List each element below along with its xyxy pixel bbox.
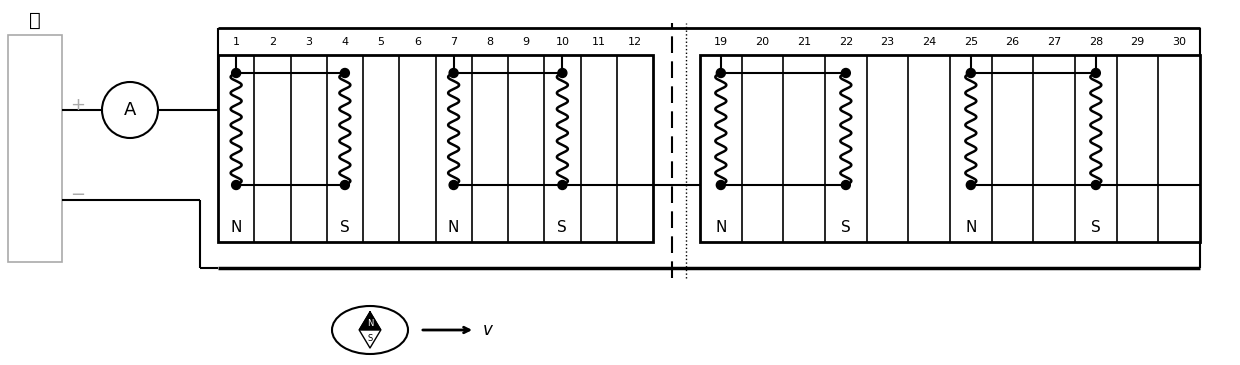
Text: A: A: [124, 101, 136, 119]
Circle shape: [1091, 69, 1100, 77]
Text: 8: 8: [486, 37, 494, 47]
Text: 27: 27: [1047, 37, 1061, 47]
Text: 12: 12: [627, 37, 642, 47]
Text: 6: 6: [414, 37, 420, 47]
Text: S: S: [367, 334, 373, 343]
Circle shape: [232, 181, 241, 189]
Polygon shape: [360, 312, 381, 330]
Text: S: S: [558, 220, 567, 235]
Text: 7: 7: [450, 37, 458, 47]
Circle shape: [717, 69, 725, 77]
Text: 5: 5: [378, 37, 384, 47]
Text: 28: 28: [1089, 37, 1102, 47]
Text: 4: 4: [341, 37, 348, 47]
Circle shape: [841, 181, 851, 189]
Circle shape: [102, 82, 157, 138]
Text: S: S: [841, 220, 851, 235]
Text: 26: 26: [1006, 37, 1019, 47]
Text: 29: 29: [1131, 37, 1145, 47]
Circle shape: [232, 69, 241, 77]
Circle shape: [340, 69, 350, 77]
Text: 21: 21: [797, 37, 811, 47]
Text: N: N: [448, 220, 459, 235]
Text: 19: 19: [714, 37, 728, 47]
Circle shape: [449, 181, 458, 189]
Circle shape: [717, 181, 725, 189]
Bar: [7, 35, 62, 262]
Text: 低: 低: [29, 11, 41, 30]
Text: S: S: [340, 220, 350, 235]
Circle shape: [558, 181, 567, 189]
Ellipse shape: [332, 306, 408, 354]
Text: 10: 10: [556, 37, 569, 47]
Polygon shape: [360, 312, 381, 348]
Text: 2: 2: [269, 37, 277, 47]
Circle shape: [1091, 181, 1100, 189]
Text: 11: 11: [591, 37, 605, 47]
Text: N: N: [367, 319, 373, 328]
Text: 30: 30: [1172, 37, 1187, 47]
Text: N: N: [231, 220, 242, 235]
Bar: [218, 55, 653, 242]
Text: N: N: [965, 220, 977, 235]
Text: 20: 20: [755, 37, 770, 47]
Text: 23: 23: [880, 37, 894, 47]
Circle shape: [558, 69, 567, 77]
Text: 9: 9: [522, 37, 529, 47]
Circle shape: [966, 69, 976, 77]
Text: +: +: [69, 96, 86, 114]
Text: S: S: [1091, 220, 1101, 235]
Text: v: v: [484, 321, 492, 339]
Text: 25: 25: [963, 37, 978, 47]
Text: 22: 22: [838, 37, 853, 47]
Text: 1: 1: [233, 37, 239, 47]
Circle shape: [340, 181, 350, 189]
Text: −: −: [69, 186, 86, 204]
Circle shape: [966, 181, 976, 189]
Bar: [701, 55, 1200, 242]
Text: 24: 24: [923, 37, 936, 47]
Circle shape: [841, 69, 851, 77]
Circle shape: [449, 69, 458, 77]
Text: N: N: [715, 220, 727, 235]
Text: 3: 3: [305, 37, 312, 47]
